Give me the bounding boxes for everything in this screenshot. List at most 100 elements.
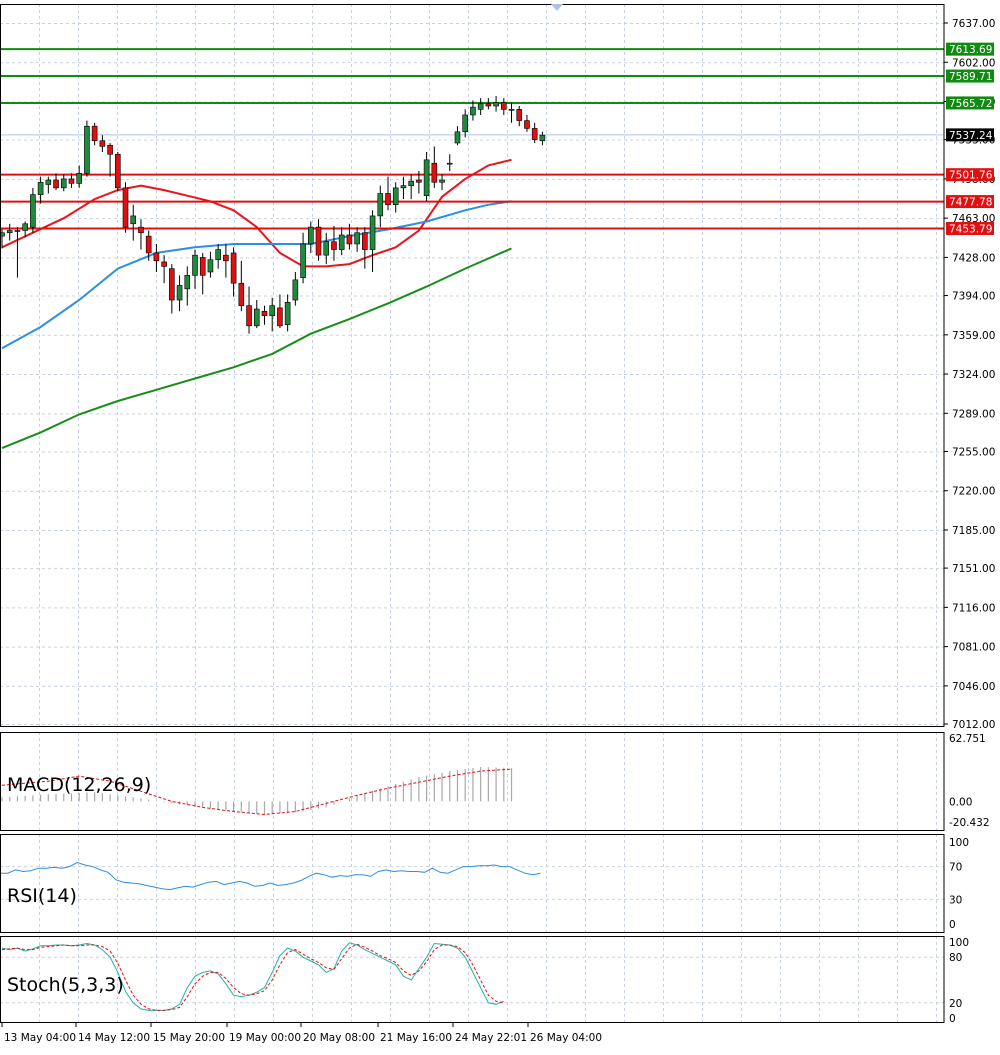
price-tick-label: 7046.00 bbox=[952, 681, 995, 693]
macd-signal-line bbox=[1, 768, 512, 816]
bear-candle bbox=[516, 109, 523, 121]
price-tick-label: 7012.00 bbox=[952, 719, 995, 731]
rsi-tick-label: 0 bbox=[949, 919, 956, 931]
bear-candle bbox=[68, 178, 75, 184]
bull-candle bbox=[369, 215, 376, 250]
time-tick-label: 21 May 16:00 bbox=[380, 1032, 452, 1044]
support-level-label: 7501.76 bbox=[949, 170, 993, 182]
ma-mid-line bbox=[1, 200, 512, 350]
resistance-level-label-bg bbox=[946, 42, 994, 56]
price-tick-label: 7324.00 bbox=[952, 369, 995, 381]
bull-candle bbox=[215, 249, 221, 260]
bull-candle bbox=[454, 131, 461, 144]
bear-candle bbox=[238, 282, 245, 306]
pane-frame bbox=[0, 936, 945, 1023]
support-level-label-bg bbox=[946, 168, 994, 182]
bear-candle bbox=[346, 234, 353, 245]
macd-pane bbox=[1, 767, 513, 816]
bear-candle bbox=[91, 125, 98, 142]
pane-frames bbox=[0, 4, 945, 1023]
bull-candle bbox=[423, 159, 430, 197]
bull-candle bbox=[6, 230, 13, 234]
macd-tick-label: 0.00 bbox=[949, 796, 972, 808]
bear-candle bbox=[169, 268, 175, 301]
bull-candle bbox=[176, 285, 183, 301]
price-tick-label: 7394.00 bbox=[952, 291, 995, 303]
candlesticks bbox=[0, 95, 546, 334]
bull-candle bbox=[269, 305, 276, 317]
bear-candle bbox=[53, 179, 59, 189]
price-tick-label: 7116.00 bbox=[952, 602, 995, 614]
bear-candle bbox=[161, 261, 167, 267]
bear-candle bbox=[331, 241, 337, 250]
bear-candle bbox=[524, 120, 530, 129]
bull-candle bbox=[470, 106, 476, 116]
pane-frame bbox=[0, 834, 945, 933]
bull-candle bbox=[253, 308, 260, 327]
current-price-label-bg bbox=[946, 128, 994, 142]
bear-candle bbox=[277, 307, 283, 327]
stochastic-pane bbox=[0, 942, 944, 1011]
time-tick-label: 24 May 22:01 bbox=[455, 1032, 527, 1044]
price-tick-label: 7289.00 bbox=[952, 408, 995, 420]
rsi-tick-label: 70 bbox=[949, 862, 962, 874]
bear-candle bbox=[500, 102, 507, 110]
price-tick-label: 7081.00 bbox=[952, 642, 995, 654]
bear-candle bbox=[261, 310, 268, 317]
bull-candle bbox=[408, 180, 414, 186]
bull-candle bbox=[45, 179, 52, 185]
ma-fast-line bbox=[1, 158, 512, 268]
bull-candle bbox=[338, 234, 345, 250]
bull-candle bbox=[462, 114, 469, 133]
bear-candle bbox=[138, 226, 144, 234]
price-tick-label: 7151.00 bbox=[952, 563, 995, 575]
rsi-tick-label: 30 bbox=[949, 894, 962, 906]
level-labels: 7613.69 7589.71 7565.72 7501.76 7477.78 7453.… bbox=[946, 42, 994, 235]
support-level-label: 7477.78 bbox=[949, 197, 992, 209]
price-tick-label: 7359.00 bbox=[952, 330, 995, 342]
bull-candle bbox=[30, 194, 36, 228]
macd-tick-label: 62.751 bbox=[949, 733, 986, 745]
bear-candle bbox=[115, 153, 121, 189]
bull-candle bbox=[84, 125, 90, 174]
bear-candle bbox=[107, 144, 113, 155]
time-tick-label: 20 May 08:00 bbox=[303, 1032, 375, 1044]
support-level-label-bg bbox=[946, 221, 994, 235]
bear-candle bbox=[431, 162, 438, 183]
bull-candle bbox=[207, 259, 214, 273]
bear-candle bbox=[485, 103, 492, 107]
bear-candle bbox=[385, 193, 391, 205]
bear-candle bbox=[315, 226, 322, 256]
bear-candle bbox=[416, 179, 422, 183]
bull-candle bbox=[0, 232, 5, 237]
price-tick-label: 7255.00 bbox=[952, 446, 995, 458]
bull-candle bbox=[192, 254, 198, 276]
rsi-title: RSI(14) bbox=[7, 885, 77, 907]
price-tick-label: 7637.00 bbox=[952, 18, 995, 30]
bull-candle bbox=[400, 185, 407, 189]
bull-candle bbox=[300, 243, 306, 278]
macd-tick-label: -20.432 bbox=[949, 817, 990, 829]
bull-candle bbox=[446, 162, 453, 165]
resistance-level-label: 7589.71 bbox=[949, 71, 992, 83]
stoch-title: Stoch(5,3,3) bbox=[7, 974, 124, 996]
moving-averages bbox=[1, 158, 512, 450]
bear-candle bbox=[99, 140, 106, 147]
indicator-titles: MACD(12,26,9) RSI(14) Stoch(5,3,3) bbox=[7, 774, 151, 996]
current-price-label: 7537.24 bbox=[949, 130, 993, 142]
support-level-label: 7453.79 bbox=[949, 223, 992, 235]
pane-frame bbox=[0, 732, 945, 831]
bull-candle bbox=[37, 181, 44, 195]
bull-candle bbox=[76, 172, 82, 184]
bear-candle bbox=[145, 235, 152, 254]
resistance-level-label-bg bbox=[946, 69, 994, 83]
bull-candle bbox=[307, 226, 314, 245]
chart-shift-marker-icon[interactable] bbox=[551, 4, 563, 11]
price-tick-label: 7428.00 bbox=[952, 252, 995, 264]
bear-candle bbox=[531, 128, 538, 140]
price-tick-label: 7602.00 bbox=[952, 57, 995, 69]
resistance-level-label: 7565.72 bbox=[949, 98, 992, 110]
